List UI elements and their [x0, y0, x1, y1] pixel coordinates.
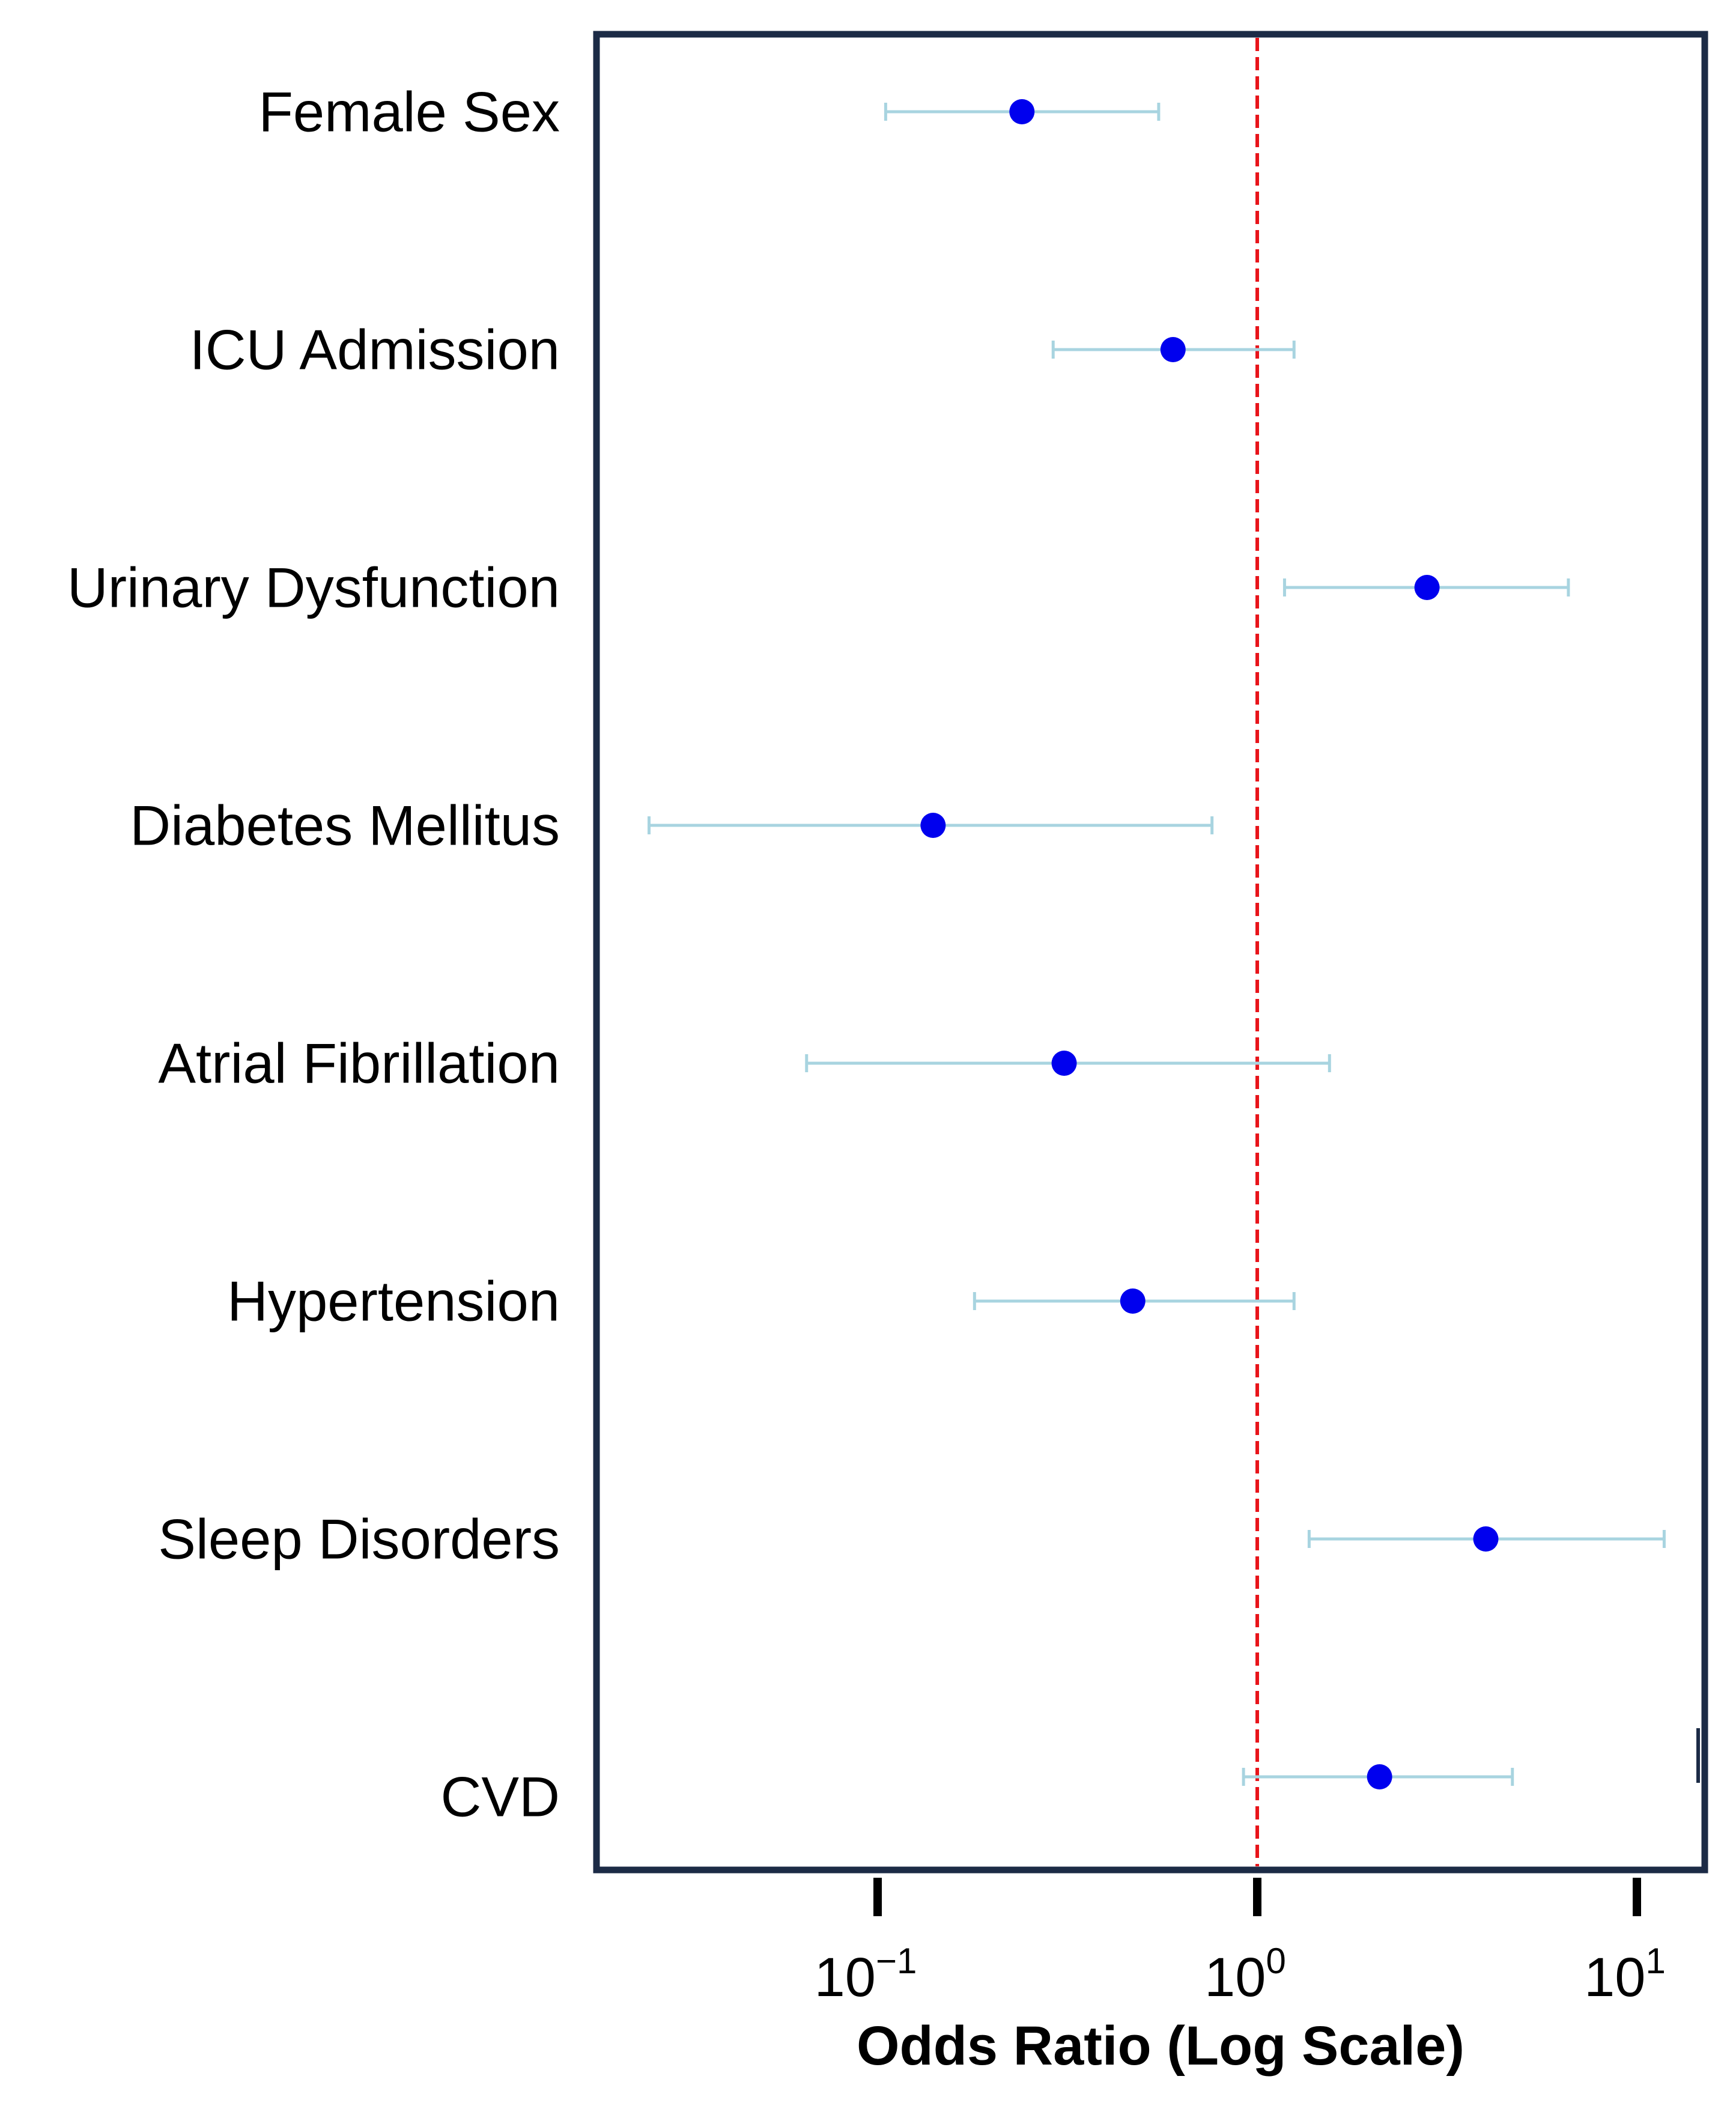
row-4: Atrial Fibrillation [158, 1032, 1331, 1095]
category-label: Female Sex [258, 80, 560, 144]
point-estimate [920, 813, 946, 838]
category-label: Hypertension [227, 1270, 560, 1333]
point-estimate [1009, 99, 1035, 124]
x-tick-label: 10−1 [815, 1941, 917, 2008]
category-label: Diabetes Mellitus [130, 794, 560, 857]
row-0: Female Sex [258, 80, 1161, 144]
category-label: CVD [441, 1765, 560, 1828]
category-label: Atrial Fibrillation [158, 1032, 560, 1095]
row-6: Sleep Disorders [158, 1508, 1666, 1571]
x-tick-label: 101 [1584, 1941, 1666, 2008]
x-axis: 10−1 100 101 [815, 1878, 1666, 2008]
row-2: Urinary Dysfunction [67, 556, 1570, 619]
category-label: Sleep Disorders [158, 1508, 560, 1571]
row-7: CVD [441, 1764, 1514, 1828]
point-estimate [1051, 1051, 1077, 1076]
row-1: ICU Admission [190, 318, 1296, 381]
x-axis-title: Odds Ratio (Log Scale) [857, 2015, 1464, 2077]
point-estimate [1414, 575, 1440, 600]
point-estimate [1120, 1288, 1146, 1314]
row-3: Diabetes Mellitus [130, 794, 1214, 857]
x-tick-label: 100 [1204, 1941, 1286, 2008]
row-5: Hypertension [227, 1270, 1296, 1333]
plot-frame [593, 31, 1708, 1874]
point-estimate [1160, 337, 1186, 362]
point-estimate [1367, 1764, 1392, 1789]
category-label: ICU Admission [190, 318, 560, 381]
data-rows: Female Sex ICU Admission Urinary Dysfuncti… [67, 80, 1666, 1828]
category-label: Urinary Dysfunction [67, 556, 560, 619]
point-estimate [1473, 1526, 1499, 1552]
